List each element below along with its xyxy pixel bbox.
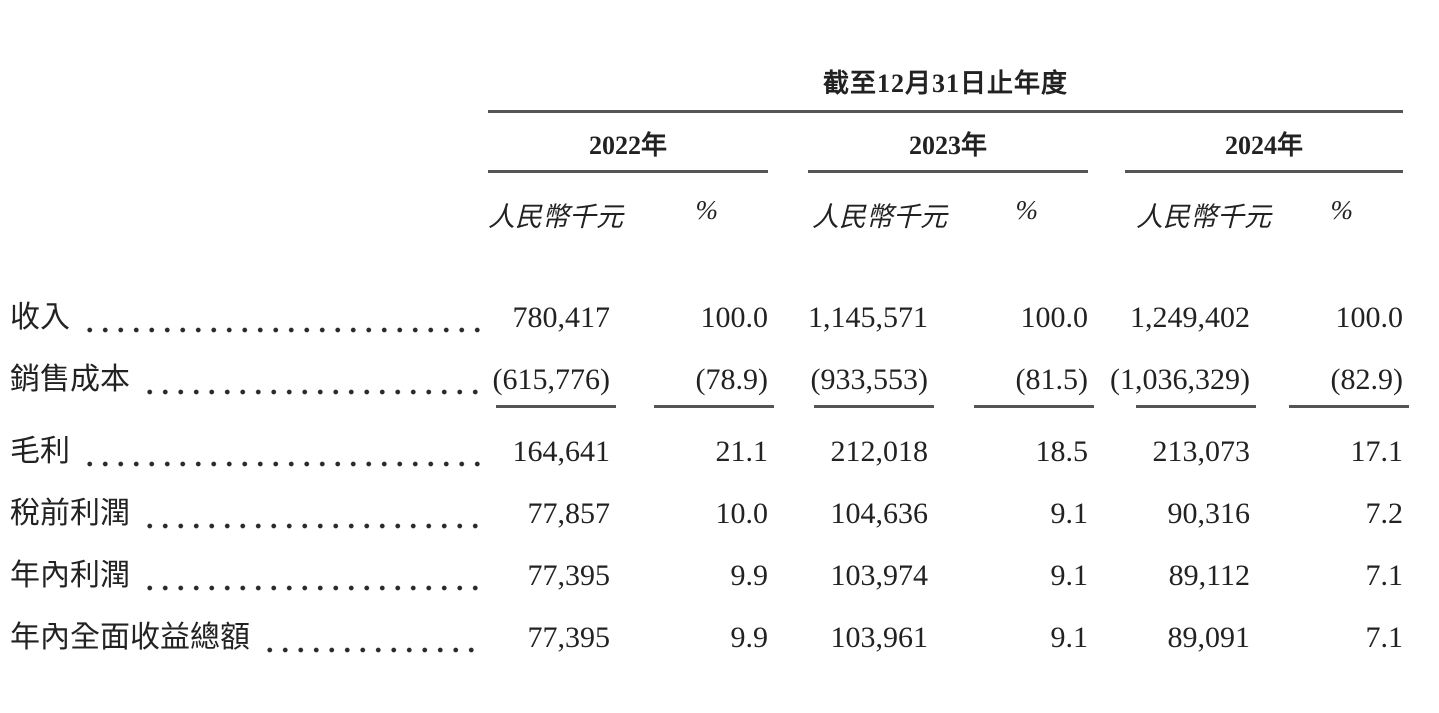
row-label-text: 毛利 [10, 435, 70, 468]
cell-value: 9.9 [730, 621, 769, 654]
cell-value: 7.1 [1365, 559, 1404, 592]
cell-value: 100.0 [700, 301, 769, 334]
unit-header-2024: 人民幣千元 [1136, 202, 1271, 232]
row-label-text: 年內利潤 [10, 559, 130, 592]
year-group-2023: 2023年 [808, 113, 1088, 173]
row-label: 毛利 [10, 421, 488, 483]
cell-value: 164,641 [512, 435, 611, 468]
cell-value: 212,018 [830, 435, 929, 468]
year-header-row: 2022年 2023年 2024年 [10, 113, 1439, 173]
cell-value: (78.9) [610, 349, 774, 411]
top-rule [488, 110, 1403, 113]
cell-value: 77,857 [527, 497, 611, 530]
cell-value: 103,961 [830, 621, 929, 654]
row-label-text: 收入 [10, 301, 70, 334]
cell-value: 1,145,571 [808, 301, 928, 334]
unit-header-2023: 人民幣千元 [812, 202, 947, 232]
dot-leader [262, 607, 484, 669]
row-label: 年內利潤 [10, 545, 488, 607]
table-row-profit-for-year: 年內利潤 77,395 9.9 103,974 9.1 89,112 7.1 [10, 545, 1439, 607]
dot-leader [142, 545, 484, 607]
cell-value: 9.1 [1050, 497, 1089, 530]
cell-value: (933,553) [768, 349, 934, 411]
cell-value: 9.1 [1050, 559, 1089, 592]
unit-header-2022: 人民幣千元 [488, 202, 623, 232]
cell-value: 103,974 [830, 559, 929, 592]
cell-value: 780,417 [512, 301, 611, 334]
cell-value: 17.1 [1350, 435, 1404, 468]
row-label-text: 年內全面收益總額 [10, 621, 250, 654]
cell-value: 9.9 [730, 559, 769, 592]
cell-value: (82.9) [1250, 349, 1409, 411]
cell-value: 18.5 [1035, 435, 1089, 468]
year-group-2024: 2024年 [1125, 113, 1403, 173]
row-label: 收入 [10, 287, 488, 349]
table-row-cost-of-sales: 銷售成本 (615,776) (78.9) (933,553) (81.5) (… [10, 349, 1439, 411]
cell-value: 77,395 [527, 559, 611, 592]
cell-value: 7.1 [1365, 621, 1404, 654]
header-body-spacer [10, 235, 1439, 287]
cell-value: 89,091 [1167, 621, 1251, 654]
cell-value: 90,316 [1167, 497, 1251, 530]
cell-value: 10.0 [715, 497, 769, 530]
table-top-rule-row [10, 104, 1439, 113]
cell-value: 213,073 [1152, 435, 1251, 468]
percent-header-2023: % [1015, 195, 1039, 225]
percent-header-2024: % [1330, 195, 1354, 225]
column-header-row: 人民幣千元 % 人民幣千元 % 人民幣千元 % [10, 173, 1439, 235]
cell-value: 89,112 [1168, 559, 1250, 592]
cell-value: 7.2 [1365, 497, 1404, 530]
cell-value: (1,036,329) [1088, 349, 1256, 411]
dot-leader [82, 287, 484, 349]
year-group-2022: 2022年 [488, 113, 768, 173]
cell-value: 100.0 [1020, 301, 1089, 334]
cell-value: 1,249,402 [1130, 301, 1250, 334]
period-header: 截至12月31日止年度 [822, 69, 1068, 98]
cell-value: 9.1 [1050, 621, 1089, 654]
row-label-text: 稅前利潤 [10, 497, 130, 530]
dot-leader [142, 349, 484, 411]
table-row-revenue: 收入 780,417 100.0 1,145,571 100.0 1,249,4… [10, 287, 1439, 349]
cell-value: (81.5) [928, 349, 1094, 411]
financial-summary-table: 截至12月31日止年度 2022年 2023年 2024年 人民幣千元 % 人民… [10, 64, 1439, 669]
table-row-total-comprehensive-income: 年內全面收益總額 77,395 9.9 103,961 9.1 89,091 7… [10, 607, 1439, 669]
cell-value: 104,636 [830, 497, 929, 530]
row-label: 年內全面收益總額 [10, 607, 488, 669]
table-header-period-row: 截至12月31日止年度 [10, 64, 1439, 104]
cell-value: 77,395 [527, 621, 611, 654]
row-label-text: 銷售成本 [10, 363, 130, 396]
dot-leader [82, 421, 484, 483]
percent-header-2022: % [695, 195, 719, 225]
cell-value: 21.1 [715, 435, 769, 468]
cell-value: 100.0 [1335, 301, 1404, 334]
table-row-profit-before-tax: 稅前利潤 77,857 10.0 104,636 9.1 90,316 7.2 [10, 483, 1439, 545]
row-label: 銷售成本 [10, 349, 488, 411]
cell-value: (615,776) [488, 349, 616, 411]
table-row-gross-profit: 毛利 164,641 21.1 212,018 18.5 213,073 17.… [10, 421, 1439, 483]
dot-leader [142, 483, 484, 545]
row-label: 稅前利潤 [10, 483, 488, 545]
